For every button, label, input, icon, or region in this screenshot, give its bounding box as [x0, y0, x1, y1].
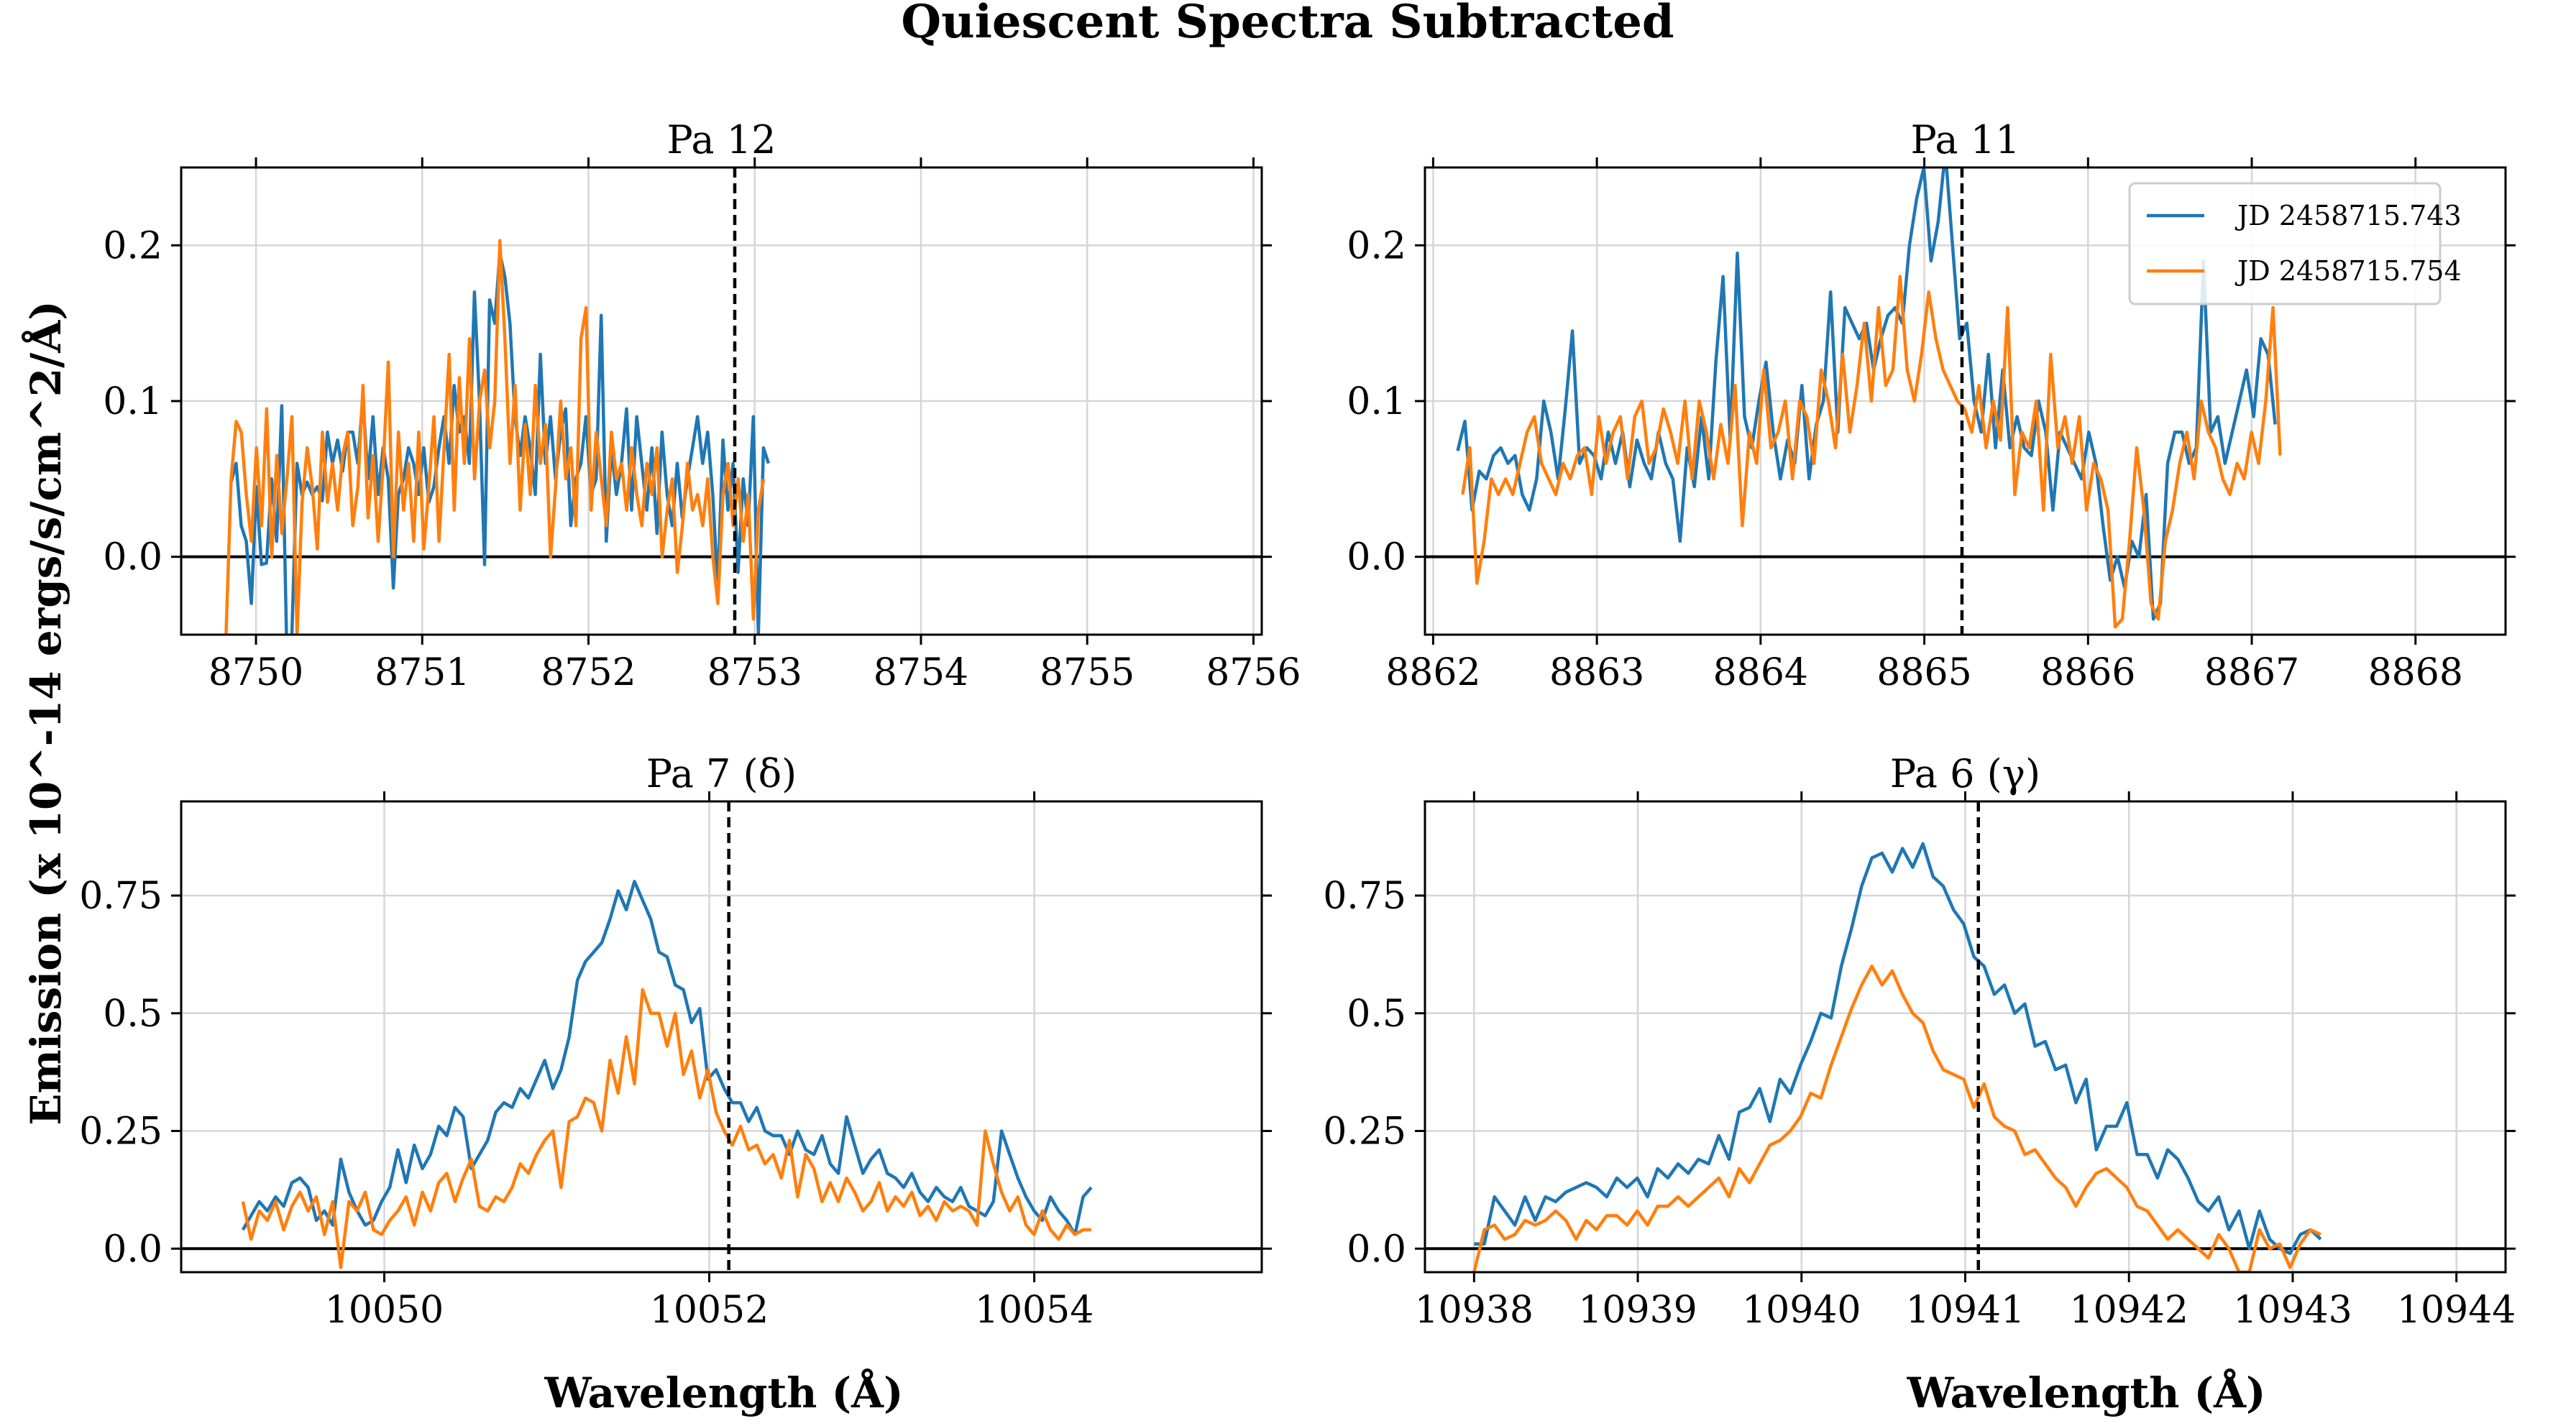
series-line-2 [1472, 965, 2321, 1272]
series-line-1 [241, 880, 1093, 1236]
y-tick-label: 0.5 [1347, 993, 1406, 1036]
series-group [1472, 842, 2322, 1272]
x-tick-label: 8754 [874, 651, 968, 694]
x-tick-label: 8863 [1549, 651, 1644, 694]
x-tick-label: 8864 [1713, 651, 1808, 694]
x-tick-label: 8862 [1385, 651, 1480, 694]
panels: 8750 8751 8752 8753 8754 8755 8756 0.0 0.1 0.2 Pa … [79, 117, 2516, 1332]
panel-1: 8750 8751 8752 8753 8754 8755 8756 0.0 0.1 0.2 Pa … [103, 117, 1301, 694]
legend-label-series-1: JD 2458715.743 [2234, 200, 2462, 231]
series-line-1 [1474, 842, 2322, 1256]
panel-title: Pa 6 (γ) [1890, 751, 2040, 796]
legend: JD 2458715.743 JD 2458715.754 [2128, 182, 2462, 305]
panel-title: Pa 7 (δ) [646, 751, 797, 796]
series-line-2 [1461, 275, 2282, 629]
panel-4: 10938 10939 10940 10941 10942 10943 10944 0.0 0.… [1323, 751, 2516, 1332]
x-tick-label: 10939 [1578, 1289, 1697, 1332]
y-tick-label: 0.2 [1347, 224, 1406, 267]
x-tick-label: 10941 [1906, 1289, 2025, 1332]
x-tick-label: 8751 [375, 651, 469, 694]
y-tick-label: 0.2 [103, 224, 162, 267]
panel-frame [180, 800, 1263, 1274]
x-tick-label: 10940 [1742, 1289, 1861, 1332]
panel-3: 10050 10052 10054 0.0 0.25 0.5 0.75 Pa 7 (δ) [79, 751, 1272, 1332]
series-line-2 [224, 239, 766, 635]
x-tick-label: 8750 [208, 651, 303, 694]
x-axis-label-left: Wavelength (Å) [544, 1368, 904, 1417]
x-tick-label: 8752 [541, 651, 636, 694]
x-tick-label: 10942 [2070, 1289, 2188, 1332]
series-group [241, 880, 1093, 1269]
y-tick-label: 0.0 [103, 1228, 162, 1271]
y-tick-label: 0.0 [103, 536, 162, 579]
y-tick-label: 0.0 [1347, 536, 1406, 579]
x-tick-label: 8865 [1876, 651, 1971, 694]
legend-box [2128, 182, 2442, 305]
series-line-2 [241, 988, 1091, 1269]
figure-title: Quiescent Spectra Subtracted [901, 0, 1674, 49]
y-axis-label: Emission (x 10^-14 ergs/s/cm^2/Å) [22, 300, 70, 1125]
x-tick-label: 8868 [2368, 651, 2463, 694]
y-tick-label: 0.75 [1323, 875, 1406, 918]
panel-2: 8862 8863 8864 8865 8866 8867 8868 0.0 0.1 0.2 Pa … [1347, 117, 2516, 694]
y-tick-label: 0.75 [79, 875, 162, 918]
x-tick-label: 10938 [1415, 1289, 1534, 1332]
x-tick-label: 8866 [2040, 651, 2135, 694]
y-tick-label: 0.25 [79, 1110, 162, 1154]
x-tick-label: 8755 [1040, 651, 1135, 694]
x-tick-label: 10050 [325, 1289, 444, 1332]
y-tick-label: 0.0 [1347, 1228, 1406, 1271]
x-tick-label: 10943 [2233, 1289, 2352, 1332]
x-tick-label: 10052 [650, 1289, 769, 1332]
x-tick-label: 8753 [707, 651, 802, 694]
x-axis-label-right: Wavelength (Å) [1907, 1368, 2266, 1417]
series-group [1456, 167, 2282, 629]
y-tick-label: 0.5 [103, 993, 162, 1036]
panel-title: Pa 11 [1911, 117, 2020, 162]
y-tick-label: 0.25 [1323, 1110, 1406, 1154]
y-tick-label: 0.1 [103, 380, 162, 423]
x-tick-label: 8756 [1206, 651, 1301, 694]
x-tick-label: 8867 [2204, 651, 2299, 694]
panel-title: Pa 12 [667, 117, 776, 162]
x-tick-label: 10054 [975, 1289, 1094, 1332]
legend-label-series-2: JD 2458715.754 [2234, 255, 2462, 287]
y-tick-label: 0.1 [1347, 380, 1406, 423]
x-tick-label: 10944 [2397, 1289, 2516, 1332]
series-group [224, 239, 771, 635]
